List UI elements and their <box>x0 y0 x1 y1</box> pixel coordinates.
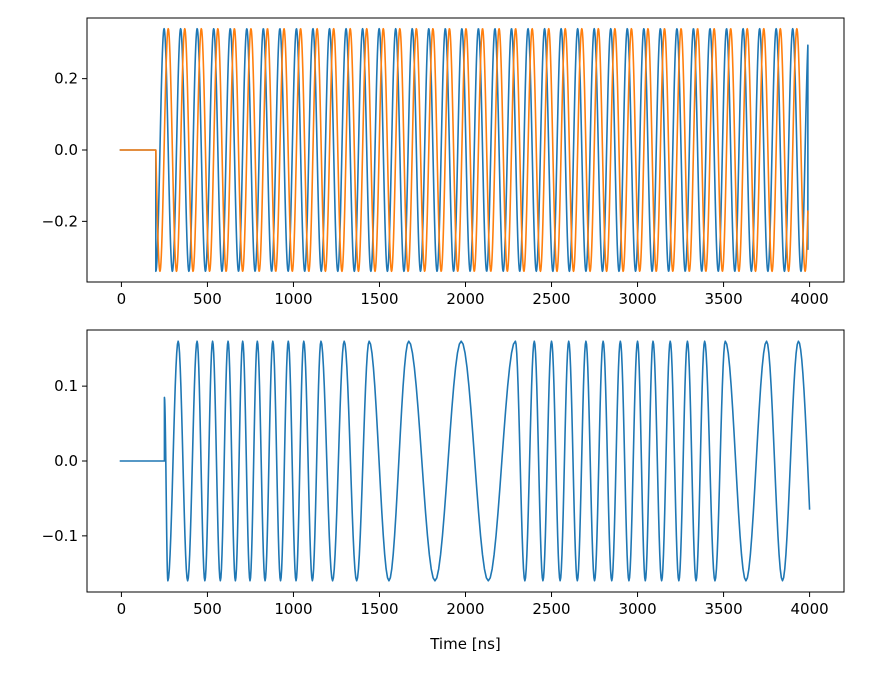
x-tick-label: 0 <box>117 600 127 618</box>
x-tick-label: 2000 <box>446 290 484 308</box>
x-tick-label: 3500 <box>704 290 742 308</box>
x-tick-label: 3000 <box>618 600 656 618</box>
x-axis-label: Time [ns] <box>429 635 501 653</box>
x-tick-label: 0 <box>117 290 127 308</box>
x-tick-label: 1500 <box>360 290 398 308</box>
x-tick-label: 4000 <box>790 290 828 308</box>
series-line-1-0 <box>119 340 811 582</box>
y-tick-label: −0.1 <box>42 527 78 545</box>
y-tick-label: 0.2 <box>54 70 78 88</box>
x-tick-label: 2500 <box>532 290 570 308</box>
chart-top: 0 500 1000 1500 2000 2500 3000 3500 4000 0.2 0.0 −0… <box>42 17 845 308</box>
x-tick-label: 1500 <box>360 600 398 618</box>
y-tick-label: 0.0 <box>54 452 78 470</box>
x-tick-label: 1000 <box>274 600 312 618</box>
x-tick-label: 500 <box>193 600 222 618</box>
x-tick-label: 3000 <box>618 290 656 308</box>
series-line-0-0 <box>119 27 809 273</box>
x-tick-label: 4000 <box>790 600 828 618</box>
chart-bottom: 0 500 1000 1500 2000 2500 3000 3500 4000 0.1 0.0 −0… <box>42 329 845 653</box>
x-tick-label: 2000 <box>446 600 484 618</box>
x-tick-label: 3500 <box>704 600 742 618</box>
series-line-0-1 <box>119 27 809 273</box>
x-tick-label: 2500 <box>532 600 570 618</box>
y-tick-label: −0.2 <box>42 212 78 230</box>
y-tick-label: 0.0 <box>54 141 78 159</box>
x-tick-label: 1000 <box>274 290 312 308</box>
x-tick-label: 500 <box>193 290 222 308</box>
y-tick-label: 0.1 <box>54 377 78 395</box>
